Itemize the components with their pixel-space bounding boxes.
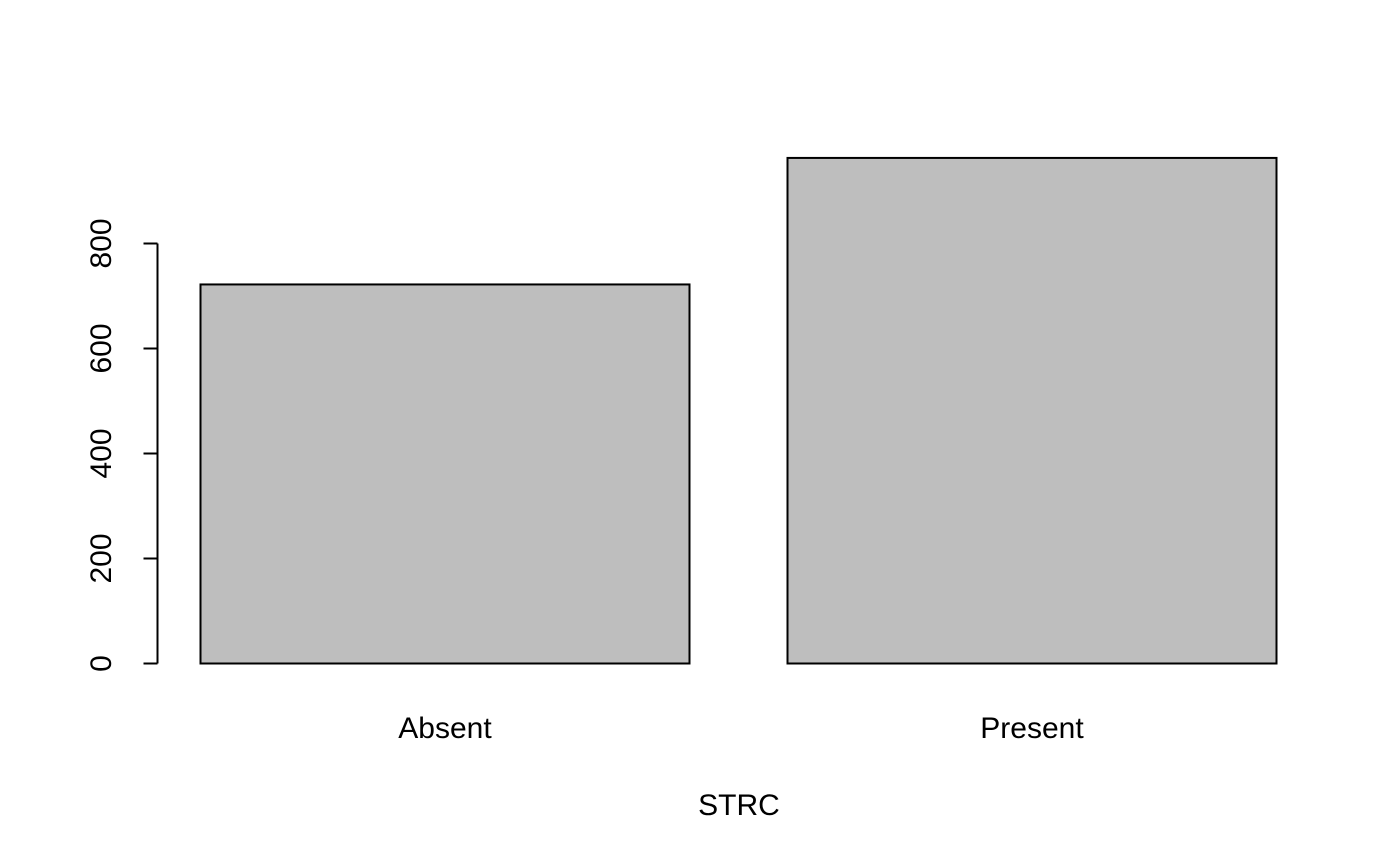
y-tick-label: 0 [85, 655, 118, 672]
category-labels: Absent Present [398, 712, 1084, 745]
y-tick-label: 200 [85, 533, 118, 583]
bars-layer [199, 156, 1278, 665]
x-axis-title: STRC [698, 789, 780, 822]
y-tick-label: 600 [85, 323, 118, 373]
bar-absent [199, 283, 691, 665]
y-tick-label: 400 [85, 428, 118, 478]
category-label-absent: Absent [398, 712, 492, 745]
y-tick-label: 800 [85, 218, 118, 268]
bar-present [786, 156, 1278, 665]
category-label-present: Present [980, 712, 1084, 745]
y-axis: 0 200 400 600 800 [85, 218, 159, 672]
